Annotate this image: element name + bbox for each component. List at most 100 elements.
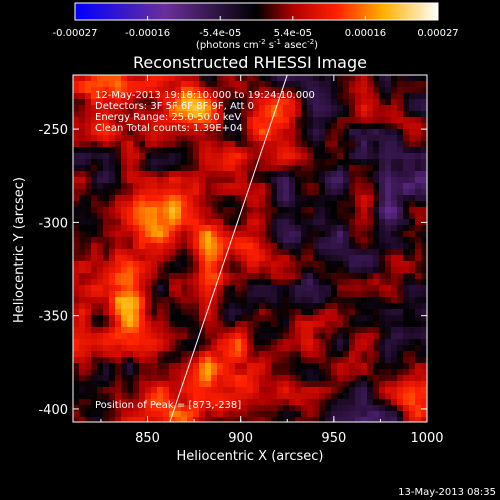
heatmap-cell — [85, 327, 92, 334]
heatmap-cell — [175, 333, 182, 340]
heatmap-cell — [181, 225, 188, 232]
heatmap-cell — [403, 297, 410, 304]
heatmap-cell — [397, 375, 404, 382]
heatmap-cell — [217, 393, 224, 400]
heatmap-cell — [313, 351, 320, 358]
heatmap-cell — [205, 177, 212, 184]
heatmap-cell — [325, 87, 332, 94]
heatmap-cell — [91, 411, 98, 418]
heatmap-cell — [217, 339, 224, 346]
heatmap-cell — [127, 231, 134, 238]
heatmap-cell — [367, 177, 374, 184]
heatmap-cell — [349, 345, 356, 352]
heatmap-cell — [223, 99, 230, 106]
heatmap-cell — [367, 315, 374, 322]
heatmap-cell — [109, 339, 116, 346]
heatmap-cell — [199, 153, 206, 160]
heatmap-cell — [121, 399, 128, 406]
heatmap-cell — [253, 399, 260, 406]
heatmap-cell — [319, 387, 326, 394]
heatmap-cell — [319, 321, 326, 328]
heatmap-cell — [205, 231, 212, 238]
heatmap-cell — [373, 345, 380, 352]
heatmap-cell — [367, 267, 374, 274]
heatmap-cell — [385, 357, 392, 364]
heatmap-cell — [205, 375, 212, 382]
heatmap-cell — [349, 303, 356, 310]
heatmap-cell — [421, 291, 427, 298]
heatmap-cell — [271, 237, 278, 244]
heatmap-cell — [307, 189, 314, 196]
heatmap-cell — [199, 309, 206, 316]
heatmap-cell — [223, 321, 230, 328]
heatmap-cell — [127, 135, 134, 142]
heatmap-cell — [85, 405, 92, 412]
heatmap-cell — [409, 87, 416, 94]
heatmap-cell — [223, 81, 230, 88]
heatmap-cell — [391, 117, 398, 124]
heatmap-cell — [373, 195, 380, 202]
heatmap-cell — [313, 399, 320, 406]
heatmap-cell — [307, 171, 314, 178]
heatmap-cell — [217, 105, 224, 112]
heatmap-cell — [145, 357, 152, 364]
heatmap-cell — [409, 207, 416, 214]
heatmap-cell — [121, 303, 128, 310]
heatmap-cell — [151, 417, 158, 422]
heatmap-cell — [259, 267, 266, 274]
heatmap-cell — [73, 417, 80, 422]
heatmap-cell — [403, 255, 410, 262]
heatmap-cell — [169, 387, 176, 394]
heatmap-cell — [271, 363, 278, 370]
heatmap-cell — [355, 393, 362, 400]
heatmap-cell — [199, 381, 206, 388]
heatmap-cell — [421, 153, 427, 160]
heatmap-cell — [271, 279, 278, 286]
heatmap-cell — [217, 279, 224, 286]
heatmap-cell — [73, 147, 80, 154]
heatmap-cell — [115, 387, 122, 394]
heatmap-cell — [181, 93, 188, 100]
heatmap-cell — [217, 219, 224, 226]
heatmap-cell — [403, 375, 410, 382]
heatmap-cell — [193, 273, 200, 280]
heatmap-cell — [205, 237, 212, 244]
heatmap-cell — [133, 135, 140, 142]
heatmap-cell — [139, 411, 146, 418]
heatmap-cell — [367, 327, 374, 334]
heatmap-cell — [109, 357, 116, 364]
heatmap-cell — [373, 327, 380, 334]
heatmap-cell — [409, 219, 416, 226]
heatmap-cell — [109, 189, 116, 196]
heatmap-cell — [385, 279, 392, 286]
heatmap-cell — [343, 195, 350, 202]
heatmap-cell — [217, 75, 224, 82]
heatmap-cell — [265, 93, 272, 100]
heatmap-cell — [169, 315, 176, 322]
heatmap-cell — [331, 309, 338, 316]
heatmap-cell — [163, 123, 170, 130]
heatmap-cell — [223, 267, 230, 274]
heatmap-cell — [349, 369, 356, 376]
heatmap-cell — [79, 195, 86, 202]
heatmap-cell — [133, 105, 140, 112]
heatmap-cell — [343, 135, 350, 142]
heatmap-cell — [421, 159, 427, 166]
heatmap-cell — [385, 399, 392, 406]
heatmap-cell — [409, 159, 416, 166]
heatmap-cell — [289, 369, 296, 376]
heatmap-cell — [145, 369, 152, 376]
heatmap-cell — [115, 225, 122, 232]
heatmap-cell — [223, 303, 230, 310]
heatmap-cell — [421, 405, 427, 412]
heatmap-cell — [247, 303, 254, 310]
heatmap-cell — [409, 267, 416, 274]
heatmap-cell — [127, 279, 134, 286]
heatmap-cell — [121, 117, 128, 124]
heatmap-cell — [205, 393, 212, 400]
heatmap-cell — [295, 279, 302, 286]
heatmap-cell — [283, 315, 290, 322]
heatmap-cell — [169, 339, 176, 346]
heatmap-cell — [421, 111, 427, 118]
heatmap-cell — [361, 171, 368, 178]
